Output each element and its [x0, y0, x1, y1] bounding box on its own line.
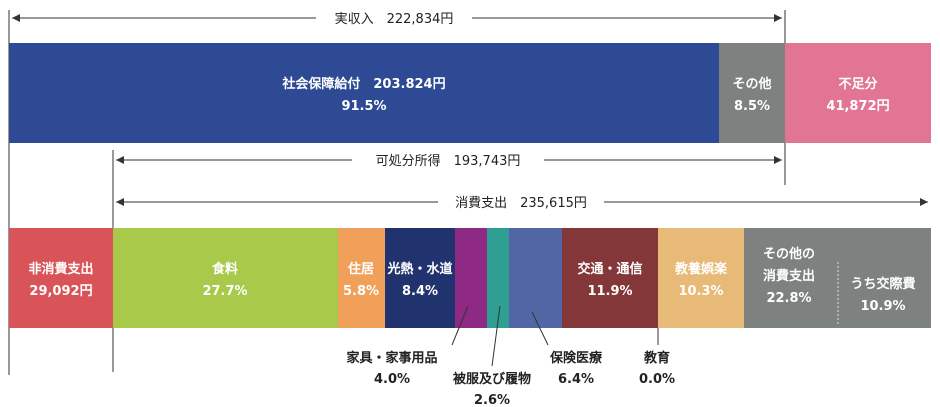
education-pct: 0.0% [639, 372, 675, 387]
other-consumption-pct: 22.8% [766, 291, 811, 306]
transport-label: 交通・通信 [577, 261, 642, 277]
medical-leader-line [531, 311, 549, 346]
social-security-label: 社会保障給付 203.824円 [281, 76, 445, 92]
bar-furniture [455, 228, 487, 328]
other-income-pct: 8.5% [734, 99, 770, 114]
social-expense-label: うち交際費 [850, 276, 915, 292]
medical-pct: 6.4% [558, 372, 594, 387]
bar-non-consumption [9, 228, 113, 328]
bar-utilities [385, 228, 455, 328]
bar-other-income [719, 43, 785, 143]
education-label: 教育 [643, 350, 670, 366]
bar-clothing [487, 228, 509, 328]
food-label: 食料 [212, 261, 238, 277]
bar-shortfall [785, 43, 931, 143]
shortfall-label: 不足分 [838, 76, 877, 92]
social-security-pct: 91.5% [341, 99, 386, 114]
clothing-label: 被服及び履物 [452, 371, 531, 387]
non-consumption-label: 非消費支出 [28, 261, 93, 277]
consumption-bracket: 消費支出 235,615円 [116, 196, 928, 211]
medical-label: 保険医療 [549, 350, 603, 366]
other-income-label: その他 [732, 76, 771, 92]
bar-transport [562, 228, 658, 328]
furniture-leader-line [451, 305, 469, 346]
furniture-label: 家具・家事用品 [346, 350, 437, 366]
disposable-bracket: 可処分所得 193,743円 [116, 153, 782, 169]
non-consumption-amount: 29,092円 [29, 284, 92, 299]
furniture-pct: 4.0% [374, 372, 410, 387]
bar-housing [338, 228, 385, 328]
utilities-label: 光熱・水道 [386, 261, 452, 277]
disposable-bracket-label: 可処分所得 193,743円 [376, 153, 521, 169]
bar-medical [509, 228, 562, 328]
shortfall-amount: 41,872円 [826, 99, 889, 114]
consumption-bracket-label: 消費支出 235,615円 [455, 196, 587, 211]
bar-food [113, 228, 338, 328]
other-consumption-label-2: 消費支出 [763, 268, 815, 284]
income-bracket-label: 実収入 222,834円 [335, 11, 454, 27]
other-consumption-label-1: その他の [763, 246, 815, 262]
utilities-pct: 8.4% [402, 284, 438, 299]
housing-label: 住居 [348, 261, 374, 277]
income-bracket: 実収入 222,834円 [12, 11, 782, 27]
transport-pct: 11.9% [587, 284, 632, 299]
recreation-label: 教養娯楽 [674, 261, 728, 277]
clothing-pct: 2.6% [474, 393, 510, 407]
social-expense-pct: 10.9% [860, 299, 905, 314]
bar-social-security [9, 43, 719, 143]
housing-pct: 5.8% [343, 284, 379, 299]
clothing-leader-line [491, 305, 501, 367]
bar-recreation [658, 228, 744, 328]
recreation-pct: 10.3% [678, 284, 723, 299]
food-pct: 27.7% [202, 284, 247, 299]
